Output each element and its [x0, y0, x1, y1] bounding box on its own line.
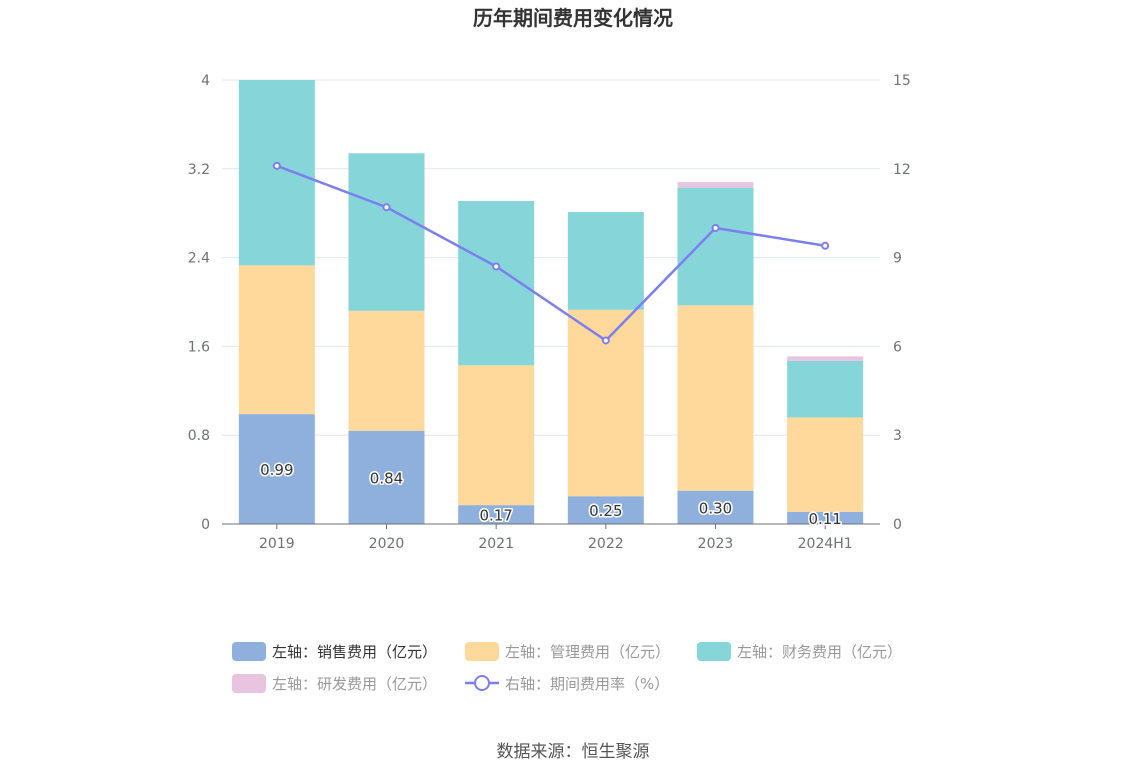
- bar-segment: [238, 414, 315, 524]
- x-tick-label: 2023: [698, 536, 734, 552]
- legend-swatch: [232, 642, 266, 661]
- legend-item[interactable]: 左轴：研发费用（亿元）: [232, 674, 437, 693]
- bar-data-label: 0.84: [370, 469, 403, 487]
- gridlines: [222, 79, 880, 436]
- legend-swatch: [697, 642, 731, 661]
- x-tick-label: 2021: [478, 536, 514, 552]
- left-tick-label: 3.2: [188, 162, 210, 178]
- rate-line: [272, 161, 830, 345]
- x-tick-label: 2020: [369, 536, 405, 552]
- bar-data-label: 0.11: [808, 510, 841, 528]
- rate-point: [492, 262, 501, 271]
- rate-point: [601, 336, 610, 345]
- legend-label: 左轴：管理费用（亿元）: [505, 643, 670, 661]
- rate-point: [382, 203, 391, 212]
- bar-segment: [567, 496, 644, 524]
- x-tick-label: 2019: [259, 536, 295, 552]
- left-tick-label: 4: [201, 73, 210, 89]
- bar-segment: [348, 153, 425, 311]
- bar-segment: [567, 212, 644, 310]
- bar-segment: [458, 365, 535, 506]
- chart-title: 历年期间费用变化情况: [473, 6, 673, 30]
- source-note: 数据来源：恒生聚源: [497, 742, 650, 762]
- rate-point: [711, 224, 720, 232]
- right-tick-label: 15: [893, 73, 911, 89]
- right-tick-label: 3: [893, 428, 902, 444]
- bar-segment: [348, 310, 425, 431]
- x-tick-label: 2024H1: [798, 536, 853, 552]
- bar-data-label: 0.99: [260, 461, 293, 479]
- legend-label: 左轴：销售费用（亿元）: [272, 643, 437, 661]
- bar-segment: [348, 430, 425, 524]
- bar-segment: [677, 182, 754, 188]
- bar-segment: [238, 265, 315, 415]
- left-axis-ticks: 0 0.8 1.6 2.4 3.2 4: [188, 73, 210, 533]
- bar-segment: [787, 417, 864, 512]
- bar-segment: [677, 187, 754, 306]
- bar-data-label: 0.30: [699, 499, 732, 517]
- bar-segment: [677, 305, 754, 491]
- x-tick-label: 2022: [588, 536, 624, 552]
- bar-data-label: 0.17: [479, 507, 512, 525]
- legend-marker: [474, 675, 490, 691]
- right-tick-label: 6: [893, 339, 902, 355]
- legend-label: 左轴：财务费用（亿元）: [737, 643, 902, 661]
- bar-segment: [458, 505, 535, 524]
- legend-item[interactable]: 左轴：管理费用（亿元）: [465, 642, 670, 661]
- bar-labels: 0.99 0.84 0.17 0.25 0.30 0.11: [259, 460, 844, 530]
- left-tick-label: 0: [201, 517, 210, 533]
- x-axis: 2019 2020 2021 2022 2023 2024H1: [222, 523, 880, 552]
- legend-label: 左轴：研发费用（亿元）: [272, 675, 437, 693]
- bar-segment: [238, 80, 315, 266]
- bars: [238, 80, 864, 524]
- bar-segment: [677, 490, 754, 524]
- right-tick-label: 0: [893, 517, 902, 533]
- left-tick-label: 0.8: [188, 428, 210, 444]
- rate-line-path: [276, 164, 826, 343]
- left-tick-label: 2.4: [188, 251, 210, 267]
- bar-segment: [787, 511, 864, 524]
- legend-item[interactable]: 左轴：销售费用（亿元）: [232, 642, 437, 661]
- rate-point: [821, 241, 830, 250]
- right-tick-label: 12: [893, 162, 911, 178]
- rate-point: [272, 161, 281, 170]
- legend-swatch: [232, 674, 266, 693]
- legend-swatch: [465, 642, 499, 661]
- legend-item[interactable]: 右轴：期间费用率（%）: [465, 675, 669, 693]
- bar-segment: [787, 356, 864, 361]
- left-tick-label: 1.6: [188, 339, 210, 355]
- bar-data-label: 0.25: [589, 502, 622, 520]
- right-axis-ticks: 0 3 6 9 12 15: [893, 73, 911, 533]
- legend[interactable]: 左轴：销售费用（亿元） 左轴：管理费用（亿元） 左轴：财务费用（亿元） 左轴：研发费用…: [232, 642, 902, 693]
- right-tick-label: 9: [893, 251, 902, 267]
- legend-label: 右轴：期间费用率（%）: [505, 675, 669, 693]
- legend-item[interactable]: 左轴：财务费用（亿元）: [697, 642, 902, 661]
- bar-segment: [787, 360, 864, 418]
